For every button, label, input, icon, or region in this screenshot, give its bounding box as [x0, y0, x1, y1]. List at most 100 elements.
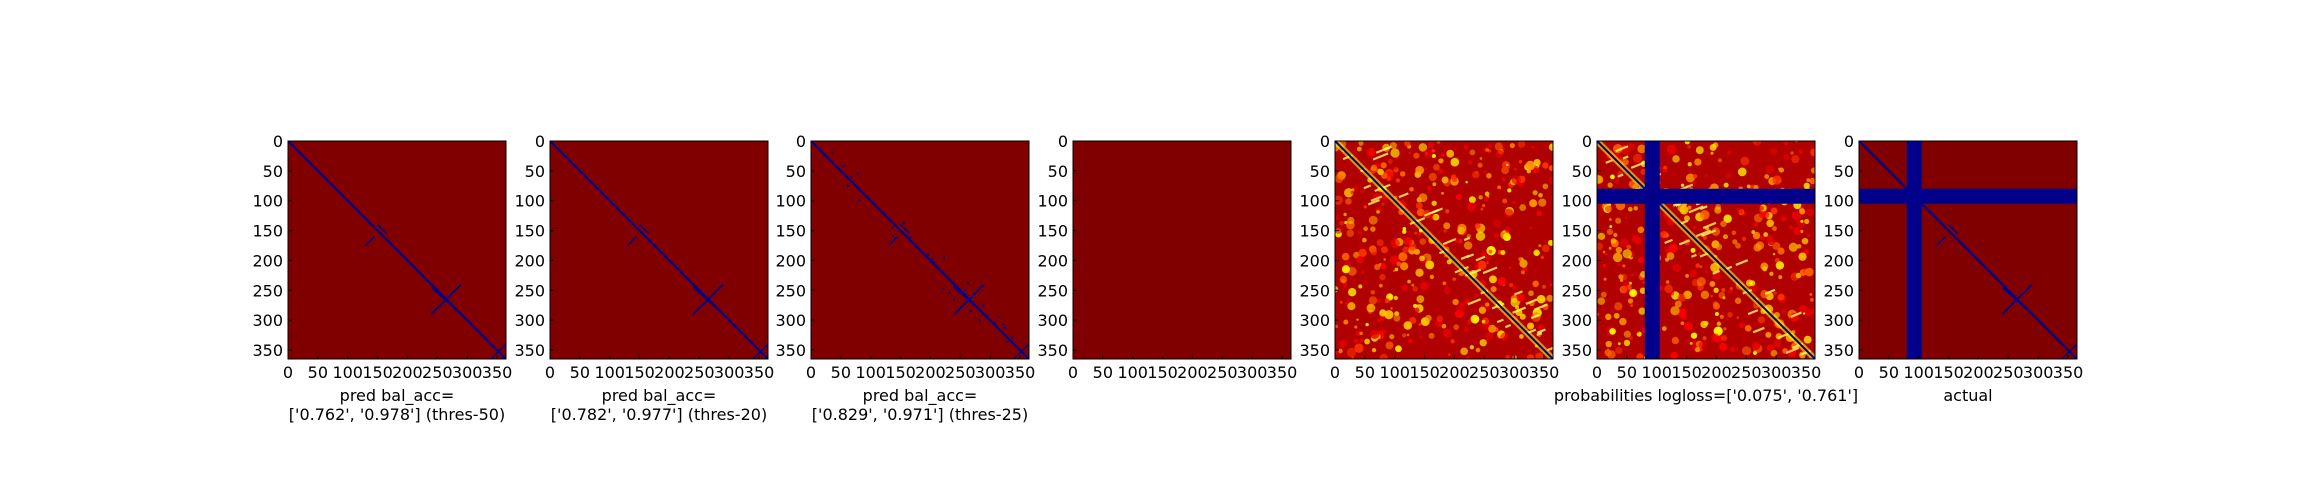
- heatmap-cell: [1633, 206, 1638, 211]
- heatmap-image: [550, 141, 768, 359]
- heatmap-cell: [1700, 290, 1710, 300]
- heatmap-cell: [1455, 304, 1466, 314]
- heatmap-cell: [1515, 305, 1520, 310]
- heatmap-cell: [1772, 252, 1776, 256]
- heatmap-cell: [1379, 353, 1388, 359]
- y-tick-label: 150: [1823, 222, 1854, 241]
- contact-dot: [931, 257, 934, 260]
- heatmap-background: [1073, 141, 1291, 359]
- heatmap-cell: [1381, 202, 1385, 206]
- heatmap-cell: [1364, 338, 1370, 345]
- heatmap-cell: [1711, 333, 1720, 342]
- heatmap-cell: [1427, 141, 1435, 149]
- y-tick-label: 250: [1299, 281, 1330, 300]
- y-tick-label: 50: [1572, 162, 1592, 181]
- x-axis-label: probabilities logloss=['0.075', '0.761']: [1554, 386, 1858, 405]
- heatmap-cell: [1715, 243, 1723, 251]
- x-tick-label: 250: [1993, 363, 2024, 382]
- x-tick-label: 300: [1237, 363, 1268, 382]
- heatmap-streak: [1431, 207, 1443, 214]
- heatmap-cell: [1692, 226, 1696, 230]
- heatmap-cell: [1729, 286, 1733, 290]
- heatmap-cell: [1727, 288, 1733, 294]
- x-axis-label: ['0.829', '0.971'] (thres-25): [812, 405, 1028, 424]
- heatmap-cell: [1710, 151, 1714, 155]
- y-tick-label: 200: [1299, 251, 1330, 270]
- heatmap-cell: [1713, 287, 1719, 293]
- heatmap-cell: [1757, 316, 1766, 324]
- heatmap-cell: [1480, 251, 1487, 258]
- x-tick-label: 0: [1854, 363, 1864, 382]
- heatmap-cell: [1635, 238, 1642, 245]
- heatmap-cell: [1727, 150, 1732, 155]
- x-tick-label: 350: [482, 363, 513, 382]
- x-tick-label: 150: [624, 363, 655, 382]
- y-tick-label: 0: [1320, 132, 1330, 151]
- heatmap-cell: [1494, 142, 1503, 151]
- heatmap-cell: [1695, 263, 1701, 268]
- heatmap-cell: [1374, 264, 1381, 271]
- heatmap-streak: [1622, 155, 1629, 160]
- heatmap-cell: [1608, 246, 1612, 250]
- heatmap-cell: [1638, 257, 1645, 264]
- x-tick-label: 100: [1903, 363, 1934, 382]
- heatmap-cell: [1486, 261, 1489, 264]
- heatmap-cell: [1483, 196, 1490, 202]
- heatmap-cell: [1639, 287, 1647, 294]
- heatmap-cell: [1672, 155, 1680, 163]
- heatmap-streak: [1604, 109, 1613, 112]
- heatmap-streak: [1512, 306, 1527, 314]
- heatmap-cell: [1772, 241, 1781, 250]
- masked-band-vertical: [1906, 141, 1922, 359]
- y-tick-label: 0: [535, 132, 545, 151]
- diagonal-line: [288, 141, 506, 359]
- heatmap-cell: [1505, 354, 1511, 359]
- heatmap-cell: [1628, 281, 1632, 285]
- heatmap-cell: [1632, 235, 1636, 238]
- heatmap-cell: [1672, 244, 1676, 248]
- heatmap-cell: [1402, 227, 1407, 231]
- heatmap-cell: [1432, 214, 1439, 221]
- contact-dot: [932, 263, 935, 266]
- heatmap-cell: [1431, 148, 1436, 153]
- heatmap-cell: [1637, 226, 1645, 234]
- contact-segment: [1948, 224, 1959, 235]
- heatmap-cell: [1377, 318, 1381, 323]
- heatmap-cell: [1360, 337, 1365, 342]
- heatmap-cell: [1478, 195, 1483, 200]
- heatmap-cell: [1777, 293, 1785, 301]
- heatmap-cell: [1694, 158, 1702, 166]
- y-tick-label: 150: [1037, 222, 1068, 241]
- x-axis-label: ['0.782', '0.977'] (thres-20): [551, 405, 767, 424]
- heatmap-cell: [1339, 220, 1345, 226]
- heatmap-cell: [1783, 153, 1790, 160]
- heatmap-cell: [1664, 284, 1673, 294]
- diagonal-line: [1859, 141, 2077, 359]
- heatmap-cell: [1800, 219, 1804, 223]
- x-tick-label: 50: [1617, 363, 1637, 382]
- heatmap-cell: [1762, 266, 1768, 272]
- heatmap-cell: [1809, 293, 1813, 296]
- heatmap-cell: [1666, 252, 1675, 260]
- heatmap-cell: [1727, 311, 1733, 318]
- heatmap-panel-1: 0050501001001501502002002502503003003503…: [252, 132, 512, 424]
- heatmap-image: [288, 141, 506, 359]
- heatmap-cell: [1612, 252, 1623, 263]
- heatmap-cell: [1467, 160, 1473, 165]
- y-tick-label: 300: [1037, 311, 1068, 330]
- heatmap-cell: [1394, 267, 1399, 272]
- heatmap-cell: [1755, 142, 1761, 147]
- x-tick-label: 350: [2053, 363, 2084, 382]
- contact-dot: [831, 151, 834, 154]
- contact-segment: [752, 343, 768, 359]
- y-tick-label: 300: [514, 311, 545, 330]
- heatmap-cell: [1630, 273, 1634, 277]
- heatmap-cell: [1518, 160, 1523, 164]
- heatmap-cell: [1335, 174, 1344, 184]
- heatmap-cell: [1425, 260, 1435, 270]
- heatmap-cell: [1366, 303, 1376, 313]
- heatmap-streak: [1363, 184, 1372, 190]
- heatmap-cell: [1453, 324, 1460, 330]
- x-tick-label: 0: [806, 363, 816, 382]
- contact-dot: [858, 198, 861, 201]
